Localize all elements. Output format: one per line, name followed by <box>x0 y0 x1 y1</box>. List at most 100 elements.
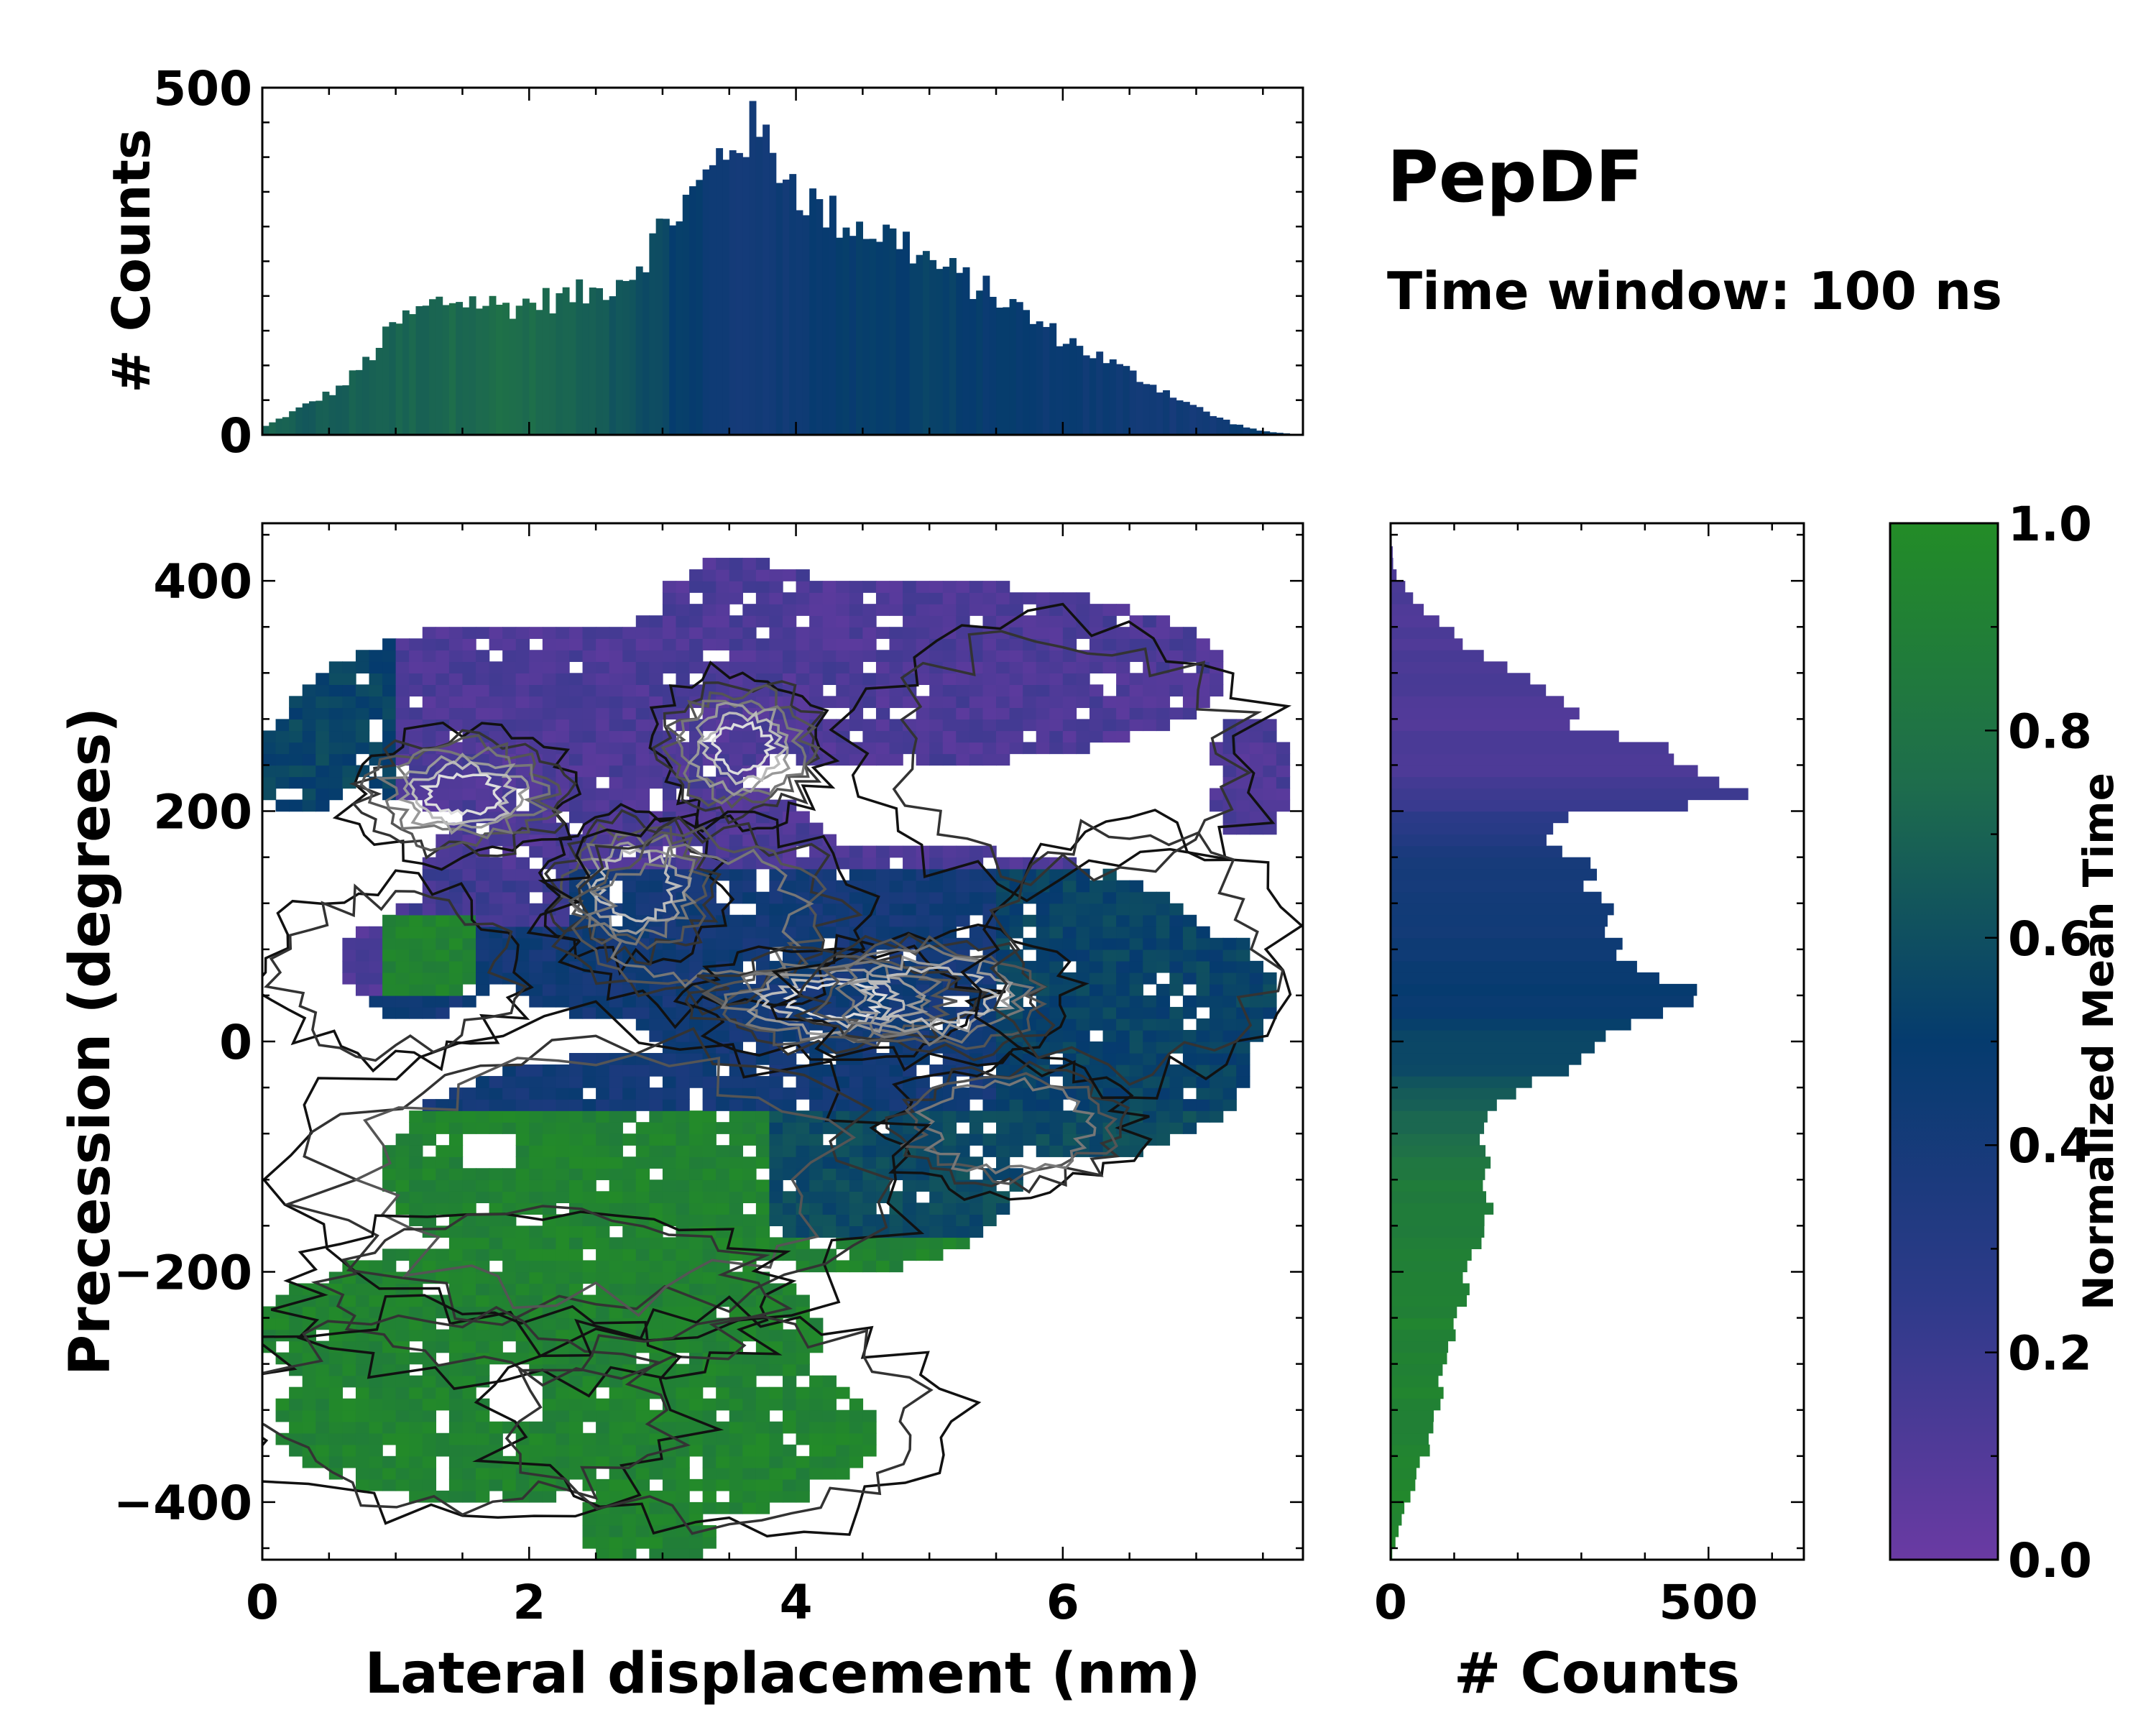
heatmap-cell <box>1156 1110 1171 1123</box>
heatmap-cell <box>742 1409 757 1422</box>
top-histogram-bar <box>816 199 824 435</box>
top-histogram-bar <box>262 426 270 435</box>
heatmap-cell <box>568 914 584 927</box>
heatmap-cell <box>596 1248 610 1261</box>
heatmap-cell <box>1196 1099 1210 1111</box>
heatmap-cell <box>462 937 476 950</box>
heatmap-cell <box>729 1099 744 1111</box>
heatmap-cell <box>1049 926 1064 939</box>
heatmap-cell <box>462 1271 476 1284</box>
right-xtick-label: 0 <box>1374 1575 1407 1630</box>
heatmap-cell <box>529 1156 543 1169</box>
heatmap-cell <box>849 1432 864 1445</box>
heatmap-cell <box>956 880 970 893</box>
heatmap-cell <box>262 1329 277 1342</box>
heatmap-cell <box>369 949 383 962</box>
heatmap-cell <box>1276 753 1291 766</box>
heatmap-cell <box>542 1421 557 1434</box>
heatmap-cell <box>1062 719 1077 732</box>
right-histogram-bar <box>1391 1087 1516 1100</box>
colorbar-gradient <box>1890 523 1998 1560</box>
heatmap-cell <box>796 627 810 639</box>
heatmap-cell <box>1210 1029 1224 1042</box>
heatmap-cell <box>716 1018 730 1031</box>
right-histogram-bar <box>1391 811 1569 824</box>
heatmap-cell <box>1089 880 1104 893</box>
heatmap-cell <box>1102 730 1117 743</box>
heatmap-cell <box>622 742 637 755</box>
heatmap-cell <box>568 1214 584 1227</box>
heatmap-cell <box>1009 638 1023 650</box>
heatmap-cell <box>875 926 890 939</box>
heatmap-cell <box>729 1145 744 1157</box>
heatmap-cell <box>903 868 917 881</box>
top-histogram-bar <box>482 305 490 435</box>
heatmap-cell <box>742 1156 757 1169</box>
heatmap-cell <box>662 799 677 812</box>
heatmap-cell <box>422 1329 437 1342</box>
heatmap-cell <box>515 719 530 732</box>
heatmap-cell <box>942 1202 957 1215</box>
heatmap-cell <box>436 1444 450 1457</box>
heatmap-cell <box>1182 949 1197 962</box>
right-histogram-bar <box>1391 1064 1570 1077</box>
heatmap-cell <box>622 1536 637 1549</box>
heatmap-cell <box>1076 696 1090 709</box>
heatmap-cell <box>515 1283 530 1296</box>
heatmap-cell <box>729 1179 744 1192</box>
heatmap-cell <box>596 1087 610 1100</box>
heatmap-cell <box>568 995 584 1008</box>
heatmap-cell <box>796 1145 810 1157</box>
heatmap-cell <box>409 1133 423 1146</box>
heatmap-cell <box>635 765 650 778</box>
heatmap-cell <box>609 696 623 709</box>
heatmap-cell <box>422 1122 437 1134</box>
heatmap-cell <box>476 891 490 904</box>
heatmap-cell <box>702 1375 717 1388</box>
heatmap-cell <box>529 1237 543 1250</box>
heatmap-cell <box>369 1455 383 1468</box>
heatmap-cell <box>609 1260 623 1273</box>
heatmap-cell <box>436 914 450 927</box>
top-histogram-bar <box>922 251 930 435</box>
heatmap-cell <box>822 1432 837 1445</box>
heatmap-cell <box>448 926 464 939</box>
heatmap-cell <box>342 707 356 720</box>
heatmap-cell <box>515 730 530 743</box>
heatmap-cell <box>582 1099 596 1111</box>
heatmap-cell <box>622 1133 637 1146</box>
heatmap-cell <box>635 1076 650 1088</box>
heatmap-cell <box>942 857 957 870</box>
heatmap-cell <box>556 684 570 697</box>
heatmap-cell <box>436 926 450 939</box>
heatmap-cell <box>289 1398 303 1411</box>
top-histogram-bar <box>562 287 570 435</box>
heatmap-cell <box>542 949 557 962</box>
heatmap-cell <box>769 1053 783 1065</box>
heatmap-cell <box>542 1432 557 1445</box>
heatmap-cell <box>596 1225 610 1238</box>
heatmap-cell <box>1129 949 1143 962</box>
heatmap-cell <box>1116 983 1130 996</box>
heatmap-cell <box>609 983 623 996</box>
heatmap-cell <box>742 638 757 650</box>
heatmap-cell <box>702 1329 717 1342</box>
heatmap-cell <box>529 1133 543 1146</box>
heatmap-cell <box>769 569 783 581</box>
heatmap-cell <box>462 903 476 916</box>
heatmap-cell <box>1049 650 1064 662</box>
heatmap-cell <box>1036 742 1050 755</box>
heatmap-cell <box>702 1064 717 1077</box>
heatmap-cell <box>556 673 570 686</box>
heatmap-cell <box>515 937 530 950</box>
heatmap-cell <box>622 650 637 662</box>
heatmap-cell <box>796 638 810 650</box>
heatmap-cell <box>462 742 476 755</box>
heatmap-cell <box>1169 627 1184 639</box>
heatmap-cell <box>836 592 850 604</box>
heatmap-cell <box>635 1225 650 1238</box>
heatmap-cell <box>328 1317 344 1330</box>
heatmap-cell <box>742 1283 757 1296</box>
heatmap-cell <box>315 765 330 778</box>
heatmap-cell <box>1129 1029 1143 1042</box>
